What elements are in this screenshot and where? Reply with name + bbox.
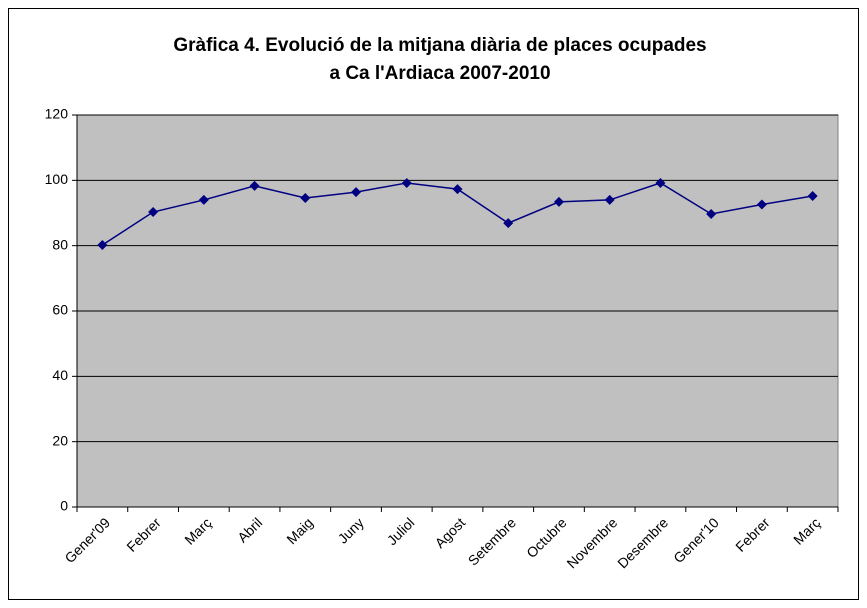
data-point xyxy=(351,187,362,198)
data-point xyxy=(452,184,463,195)
y-tick-label: 0 xyxy=(60,498,68,514)
y-tick-label: 120 xyxy=(45,106,69,122)
y-tick-label: 60 xyxy=(52,302,68,318)
y-tick-label: 100 xyxy=(45,171,69,187)
y-tick-label: 40 xyxy=(52,367,68,383)
data-point xyxy=(756,199,767,210)
data-point xyxy=(300,192,311,203)
data-point xyxy=(655,177,666,188)
chart-title: a Ca l'Ardiaca 2007-2010 xyxy=(329,63,550,84)
data-point xyxy=(706,208,717,219)
y-tick-label: 20 xyxy=(52,432,68,448)
data-point xyxy=(401,177,412,188)
data-point xyxy=(148,207,159,218)
data-point xyxy=(198,194,209,205)
chart-title: Gràfica 4. Evolució de la mitjana diària… xyxy=(173,35,706,56)
y-tick-label: 80 xyxy=(52,236,68,252)
data-point xyxy=(807,191,818,202)
data-point xyxy=(97,240,108,251)
data-point xyxy=(249,180,260,191)
data-point xyxy=(503,218,514,229)
data-point xyxy=(604,194,615,205)
data-point xyxy=(553,196,564,207)
